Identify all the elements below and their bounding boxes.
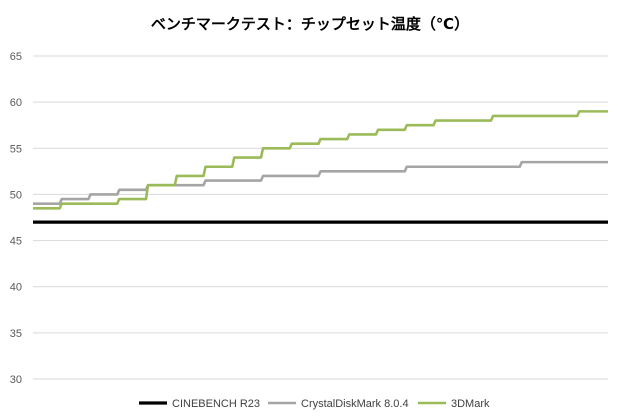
y-tick-label: 50 (10, 189, 22, 201)
y-axis-labels: 30 35 40 45 50 55 60 65 (10, 51, 22, 386)
series-lines (33, 110, 608, 224)
y-tick-label: 60 (10, 97, 22, 109)
legend-label-2: 3DMark (451, 398, 490, 410)
y-tick-label: 35 (10, 328, 22, 340)
y-tick-label: 30 (10, 374, 22, 386)
gridlines (33, 55, 608, 380)
chart-title: ベンチマークテスト：チップセット温度（℃） (151, 15, 469, 33)
legend-label-1: CrystalDiskMark 8.0.4 (301, 398, 409, 410)
series-line-1 (33, 160, 608, 205)
legend: CINEBENCH R23 CrystalDiskMark 8.0.4 3DMark (139, 398, 490, 410)
y-tick-label: 55 (10, 143, 22, 155)
y-tick-label: 65 (10, 51, 22, 63)
legend-label-0: CINEBENCH R23 (172, 398, 260, 410)
series-line-2 (33, 110, 608, 210)
y-tick-label: 45 (10, 236, 22, 248)
y-tick-label: 40 (10, 282, 22, 294)
